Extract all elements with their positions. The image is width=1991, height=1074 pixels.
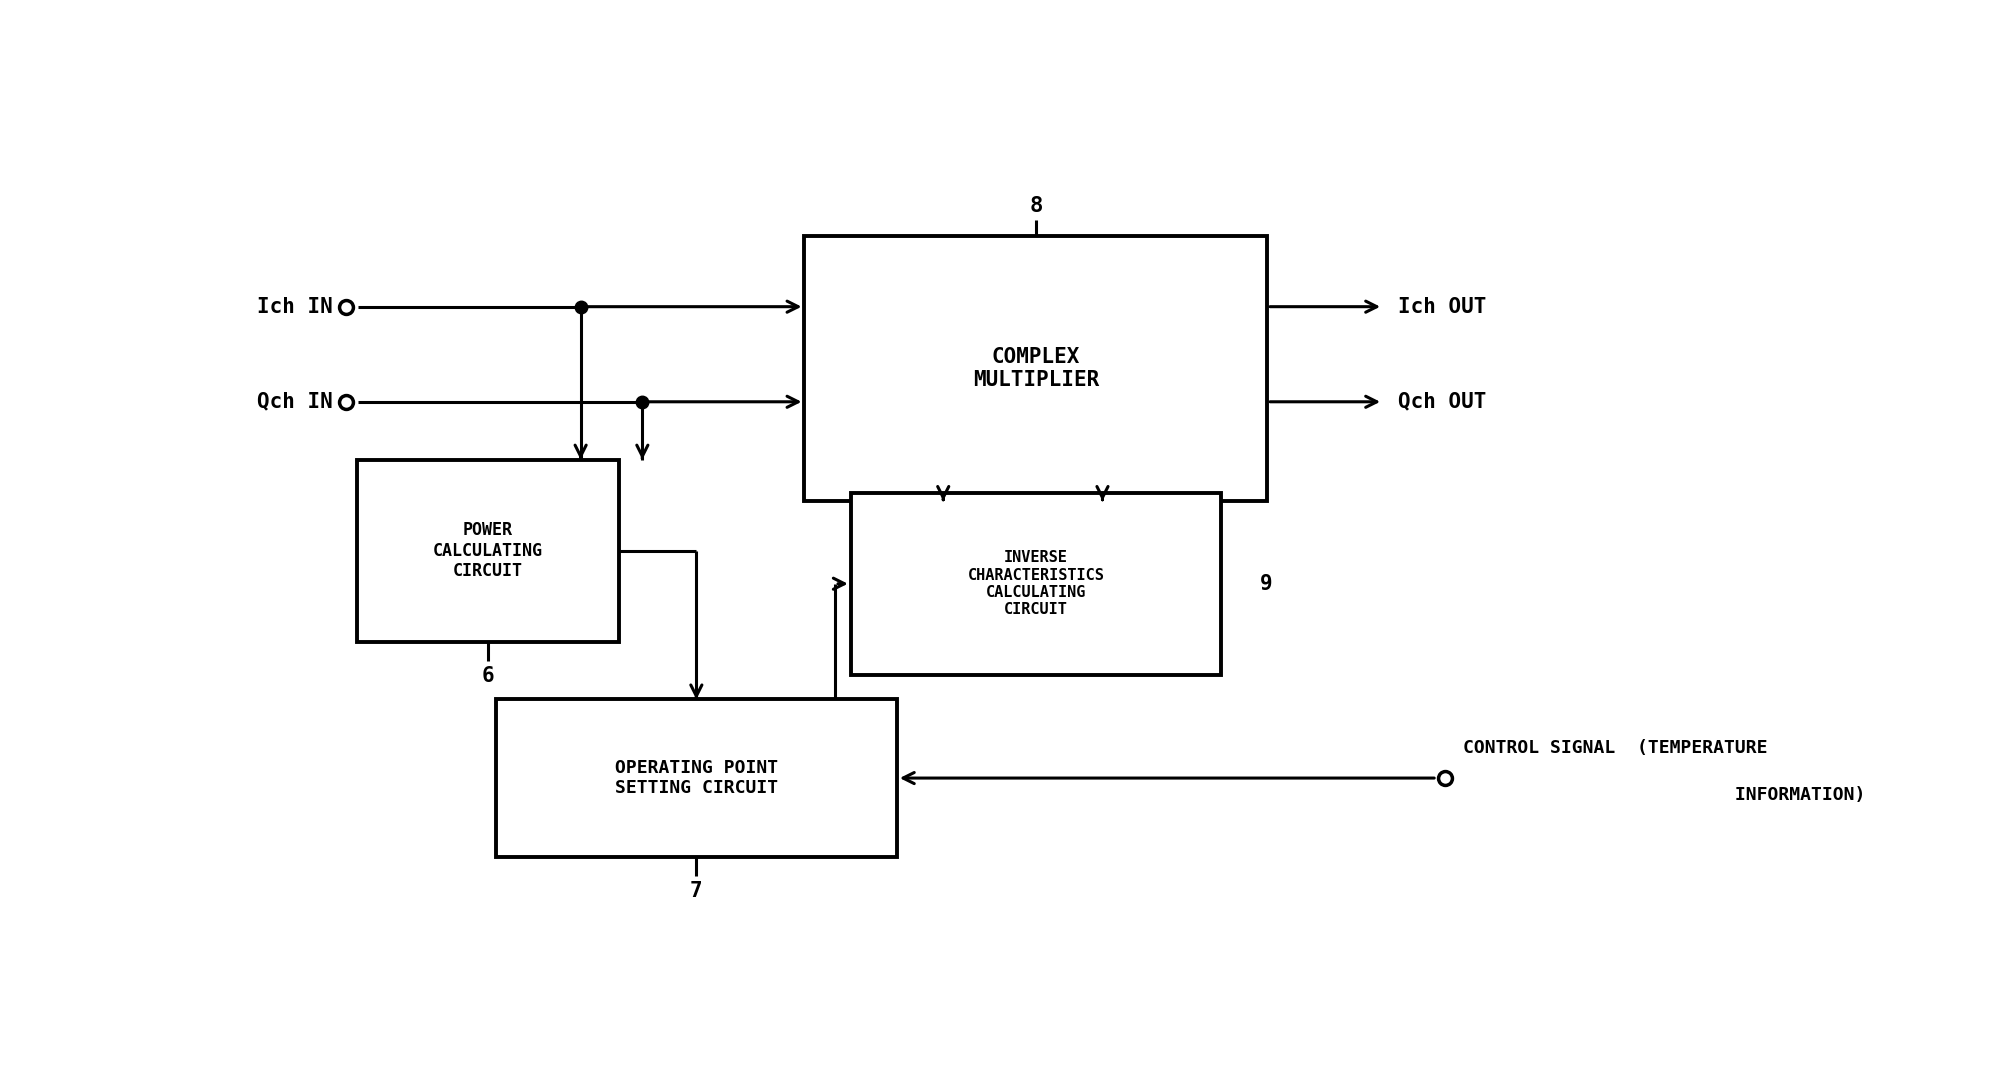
Text: CONTROL SIGNAL  (TEMPERATURE: CONTROL SIGNAL (TEMPERATURE (1463, 739, 1768, 757)
Bar (496, 699, 898, 857)
Text: 7: 7 (691, 882, 703, 901)
Text: COMPLEX
MULTIPLIER: COMPLEX MULTIPLIER (974, 347, 1099, 390)
Text: Ich OUT: Ich OUT (1398, 296, 1487, 317)
Text: INVERSE
CHARACTERISTICS
CALCULATING
CIRCUIT: INVERSE CHARACTERISTICS CALCULATING CIRC… (968, 550, 1105, 618)
Text: 6: 6 (482, 666, 494, 686)
Text: Qch IN: Qch IN (257, 392, 332, 411)
Bar (850, 493, 1220, 674)
Text: INFORMATION): INFORMATION) (1463, 786, 1866, 804)
Text: OPERATING POINT
SETTING CIRCUIT: OPERATING POINT SETTING CIRCUIT (615, 758, 778, 798)
Text: POWER
CALCULATING
CIRCUIT: POWER CALCULATING CIRCUIT (434, 521, 544, 580)
Text: 8: 8 (1029, 195, 1043, 216)
Bar (356, 460, 619, 641)
Text: Qch OUT: Qch OUT (1398, 392, 1487, 411)
Text: Ich IN: Ich IN (257, 296, 332, 317)
Text: 9: 9 (1260, 574, 1272, 594)
Bar (804, 236, 1266, 500)
